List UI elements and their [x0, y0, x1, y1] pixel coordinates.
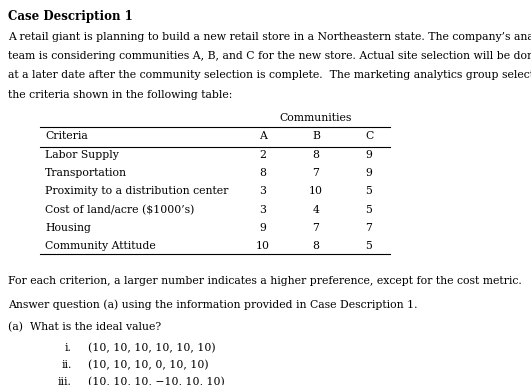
Text: 9: 9	[260, 223, 266, 233]
Text: Labor Supply: Labor Supply	[45, 150, 119, 160]
Text: Cost of land/acre ($1000’s): Cost of land/acre ($1000’s)	[45, 204, 194, 215]
Text: Community Attitude: Community Attitude	[45, 241, 156, 251]
Text: 9: 9	[366, 168, 372, 178]
Text: Criteria: Criteria	[45, 131, 88, 141]
Text: A retail giant is planning to build a new retail store in a Northeastern state. : A retail giant is planning to build a ne…	[8, 32, 531, 42]
Text: 4: 4	[313, 204, 319, 214]
Text: 5: 5	[366, 186, 372, 196]
Text: iii.: iii.	[58, 377, 72, 385]
Text: C: C	[365, 131, 373, 141]
Text: 3: 3	[259, 204, 267, 214]
Text: 2: 2	[259, 150, 267, 160]
Text: 7: 7	[366, 223, 372, 233]
Text: For each criterion, a larger number indicates a higher preference, except for th: For each criterion, a larger number indi…	[8, 276, 522, 286]
Text: 3: 3	[259, 186, 267, 196]
Text: ii.: ii.	[61, 360, 72, 370]
Text: B: B	[312, 131, 320, 141]
Text: i.: i.	[65, 343, 72, 353]
Text: (10, 10, 10, 10, 10, 10): (10, 10, 10, 10, 10, 10)	[88, 343, 215, 353]
Text: (10, 10, 10, −10, 10, 10): (10, 10, 10, −10, 10, 10)	[88, 377, 225, 385]
Text: 7: 7	[313, 168, 319, 178]
Text: Housing: Housing	[45, 223, 91, 233]
Text: the criteria shown in the following table:: the criteria shown in the following tabl…	[8, 89, 233, 99]
Text: 8: 8	[259, 168, 267, 178]
Text: 10: 10	[309, 186, 323, 196]
Text: 7: 7	[313, 223, 319, 233]
Text: Answer question (a) using the information provided in Case Description 1.: Answer question (a) using the informatio…	[8, 299, 417, 310]
Text: 10: 10	[256, 241, 270, 251]
Text: 5: 5	[366, 204, 372, 214]
Text: (a)  What is the ideal value?: (a) What is the ideal value?	[8, 322, 161, 332]
Text: 8: 8	[312, 150, 320, 160]
Text: team is considering communities A, B, and C for the new store. Actual site selec: team is considering communities A, B, an…	[8, 51, 531, 61]
Text: (10, 10, 10, 0, 10, 10): (10, 10, 10, 0, 10, 10)	[88, 360, 208, 370]
Text: at a later date after the community selection is complete.  The marketing analyt: at a later date after the community sele…	[8, 70, 531, 80]
Text: 5: 5	[366, 241, 372, 251]
Text: 8: 8	[312, 241, 320, 251]
Text: A: A	[259, 131, 267, 141]
Text: Case Description 1: Case Description 1	[8, 10, 133, 23]
Text: 9: 9	[366, 150, 372, 160]
Text: Proximity to a distribution center: Proximity to a distribution center	[45, 186, 228, 196]
Text: Transportation: Transportation	[45, 168, 127, 178]
Text: Communities: Communities	[280, 114, 352, 124]
